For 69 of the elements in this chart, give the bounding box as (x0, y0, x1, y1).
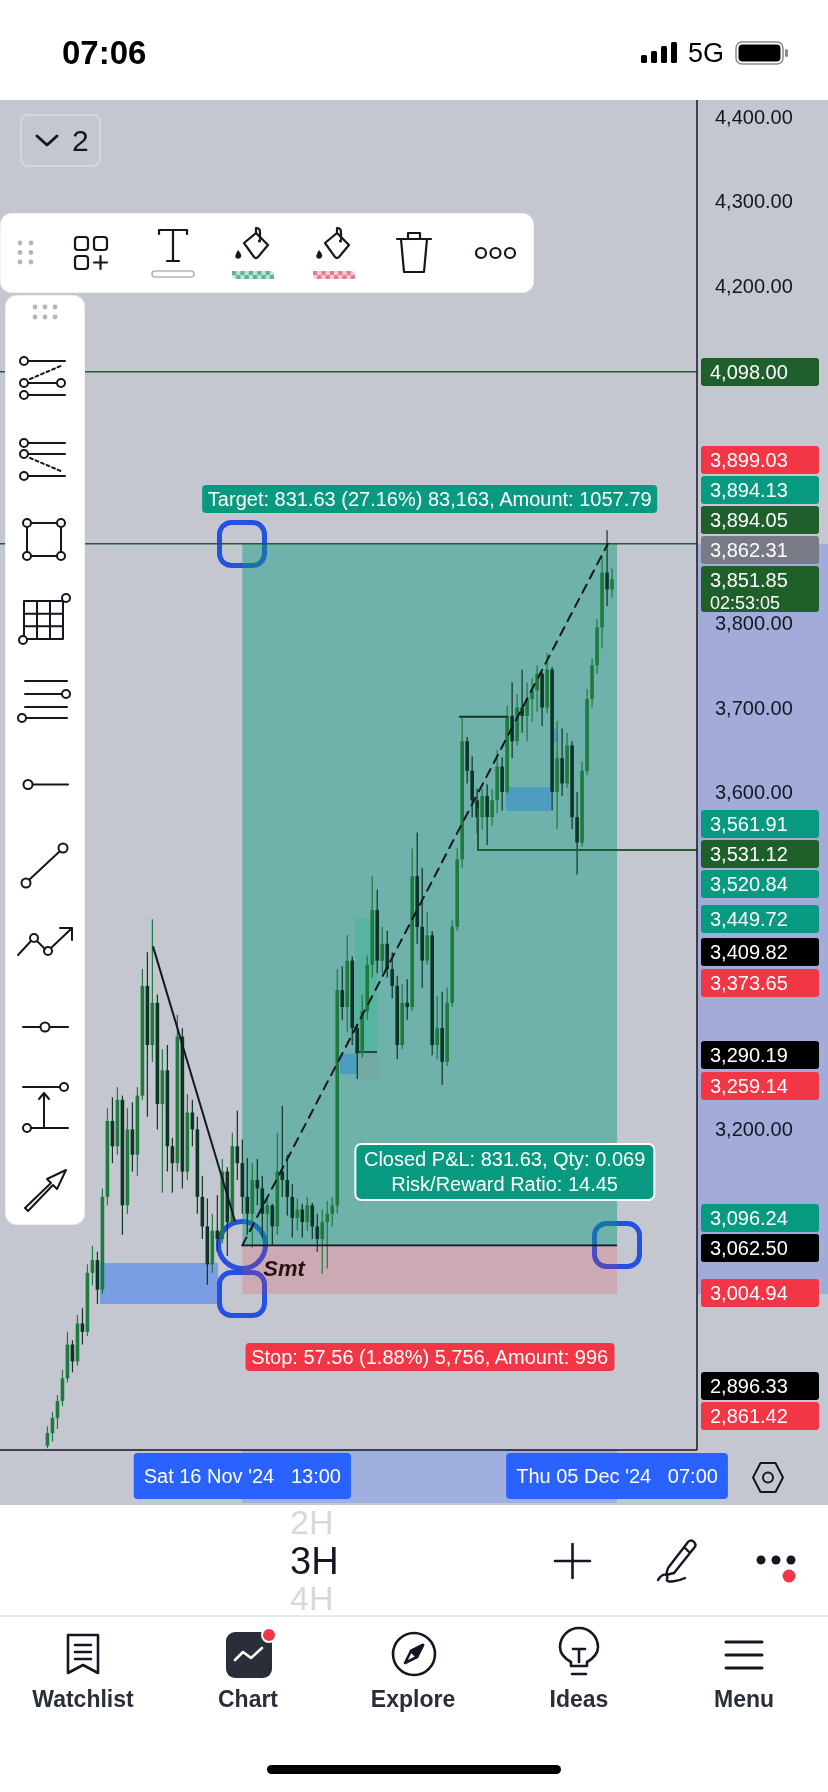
y-tick-label: 3,200.00 (715, 1118, 793, 1141)
text: 3,894.13 (710, 478, 789, 503)
text: 5G (688, 38, 725, 68)
candlestick (610, 567, 614, 599)
text: 07:06 (62, 33, 147, 73)
candlestick (480, 788, 484, 831)
candlestick (315, 1213, 320, 1253)
text: 3,373.65 (710, 971, 789, 996)
y-tick-label: 3,700.00 (715, 696, 793, 719)
text: 2,861.42 (710, 1404, 789, 1429)
candlestick (305, 1196, 310, 1232)
candlestick (310, 1202, 315, 1240)
candlestick (405, 978, 410, 1021)
text: 3,862.31 (710, 538, 789, 563)
text: 3,449.72 (710, 907, 789, 932)
y-tick-label: 4,400.00 (715, 105, 793, 128)
candlestick (290, 1183, 295, 1238)
candlestick (285, 1154, 290, 1217)
candlestick (605, 529, 609, 607)
candlestick (320, 1208, 325, 1275)
text: Chart (217, 1685, 279, 1713)
text: 3,004.94 (710, 1281, 789, 1306)
text: 3,096.24 (710, 1206, 789, 1231)
x-tick-label: Thu 05 Dec '24 07:00 (516, 1465, 718, 1487)
text: Ideas (549, 1685, 609, 1713)
text: 3,062.50 (710, 1236, 789, 1261)
y-tick-label: 4,200.00 (715, 274, 793, 297)
candlestick (530, 677, 534, 723)
x-tick-label: Sat 16 Nov '24 13:00 (143, 1465, 341, 1487)
candlestick (380, 926, 385, 974)
y-tick-label: 3,600.00 (715, 780, 793, 803)
candlestick (390, 951, 395, 1000)
candlestick (300, 1203, 305, 1238)
text: 3,561.91 (710, 812, 789, 837)
candlestick (330, 1196, 335, 1228)
text: 3,899.03 (710, 448, 789, 473)
ref-line-label: 4,098.00 (710, 359, 789, 385)
candlestick (325, 1200, 330, 1270)
text: 3H (290, 1540, 339, 1582)
band-label: Target: 831.63 (27.16%) 83,163, Amount: 1057.79 (201, 484, 658, 513)
text: Menu (713, 1685, 775, 1713)
candlestick (535, 664, 539, 713)
candlestick (490, 788, 494, 827)
band-label: Stop: 57.56 (1.88%) 5,756, Amount: 996 (245, 1342, 615, 1371)
text: Watchlist (32, 1685, 134, 1713)
candlestick (485, 783, 489, 846)
text: 3,409.82 (710, 940, 789, 965)
text: 2,896.33 (710, 1374, 789, 1399)
dropdown-button: 2 (20, 114, 101, 167)
text: 3,531.12 (710, 842, 789, 867)
text: 3,520.84 (710, 872, 789, 897)
ref-line-label: 3,894.05 (710, 508, 789, 533)
candlestick (280, 1105, 285, 1198)
candlestick (435, 995, 439, 1060)
candlestick (340, 965, 345, 1021)
candlestick (525, 681, 529, 742)
text: 3,851.85 02:53:05 (710, 568, 789, 613)
text: 3,259.14 (710, 1074, 789, 1099)
y-tick-label: 3,800.00 (715, 612, 793, 635)
annotation: Smt (263, 1256, 305, 1282)
text: Explore (370, 1685, 456, 1713)
candlestick (265, 1197, 270, 1246)
candlestick (520, 668, 524, 734)
y-tick-label: 4,300.00 (715, 190, 793, 213)
annotation: Closed P&L: 831.63, Qty: 0.069 Risk/Reward Ratio: 14.45 (363, 1147, 646, 1198)
text: 3,290.19 (710, 1043, 789, 1068)
candlestick (80, 1307, 85, 1346)
candlestick (295, 1197, 300, 1232)
annotation: 2 (72, 124, 89, 158)
